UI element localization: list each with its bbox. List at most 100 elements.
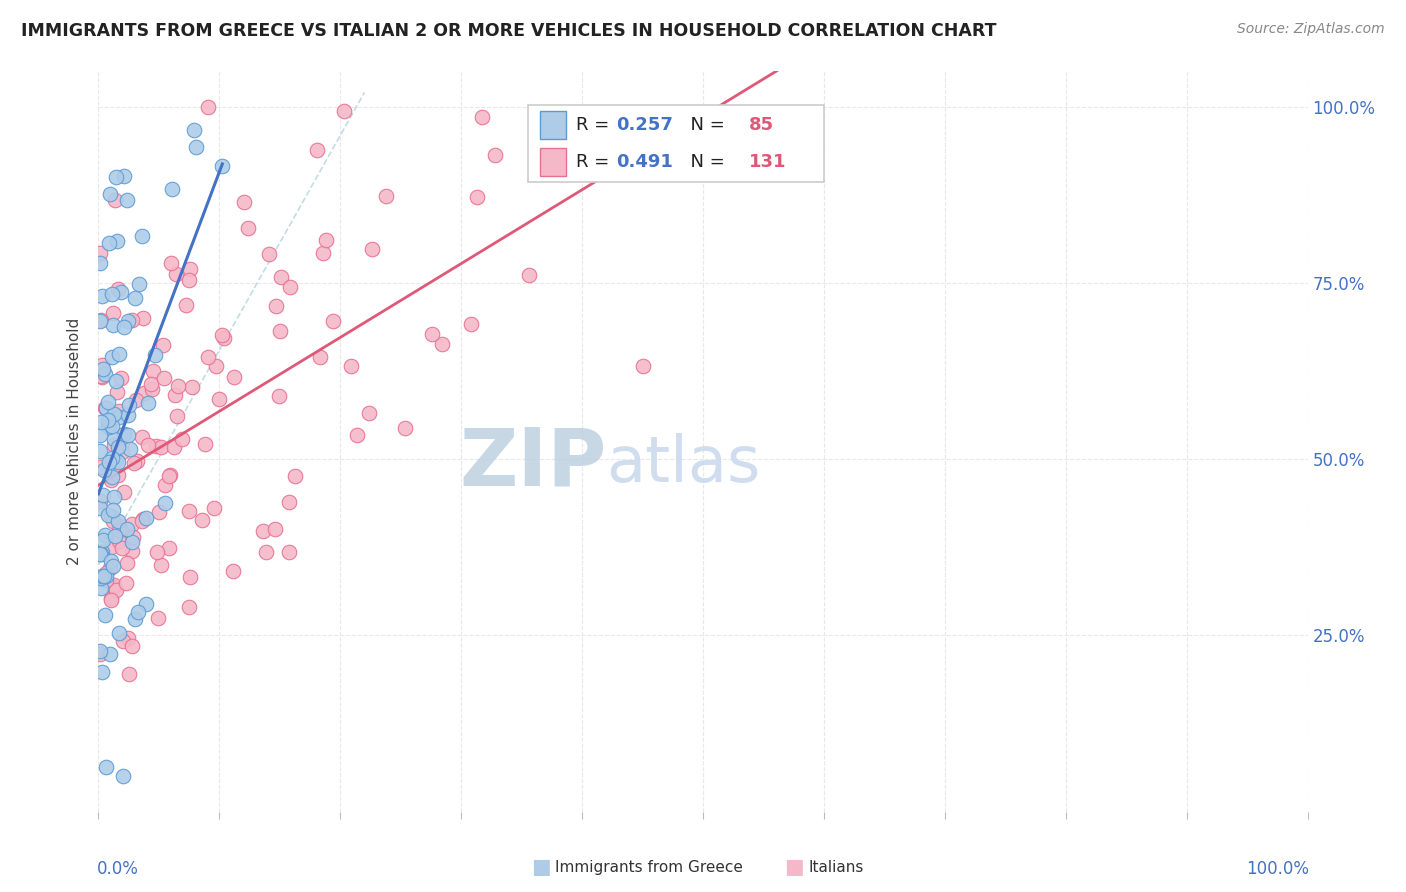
Point — [100, 473, 122, 487]
Text: IMMIGRANTS FROM GREECE VS ITALIAN 2 OR MORE VEHICLES IN HOUSEHOLD CORRELATION CH: IMMIGRANTS FROM GREECE VS ITALIAN 2 OR M… — [21, 22, 997, 40]
Point — [212, 331, 235, 345]
Point — [166, 379, 188, 393]
Point — [96, 573, 118, 587]
Point — [100, 351, 122, 365]
Point — [254, 545, 277, 559]
Point — [105, 170, 128, 185]
Point — [141, 383, 163, 397]
Point — [91, 369, 114, 384]
Point — [132, 386, 155, 401]
Point — [107, 347, 129, 361]
Text: N =: N = — [679, 153, 730, 171]
Point — [93, 488, 115, 502]
Point — [197, 100, 219, 114]
Point — [89, 256, 111, 270]
Point — [98, 187, 121, 202]
Point — [194, 437, 217, 451]
Point — [117, 631, 139, 645]
Point — [205, 359, 228, 373]
Point — [125, 392, 148, 407]
Point — [103, 432, 125, 446]
Point — [346, 427, 368, 442]
Point — [186, 139, 208, 153]
Point — [121, 639, 143, 653]
Point — [179, 272, 201, 286]
Point — [269, 389, 291, 403]
Text: ■: ■ — [785, 857, 804, 877]
Point — [108, 625, 131, 640]
Point — [208, 392, 231, 407]
Point — [98, 560, 121, 574]
Point — [110, 541, 132, 556]
Point — [91, 361, 114, 376]
Point — [97, 420, 120, 434]
Point — [131, 514, 153, 528]
Point — [222, 370, 245, 384]
Point — [333, 103, 356, 118]
Point — [100, 554, 122, 568]
Point — [257, 246, 280, 260]
Text: atlas: atlas — [606, 433, 761, 495]
Point — [97, 454, 120, 468]
Point — [100, 591, 122, 606]
Point — [100, 450, 122, 465]
Point — [252, 524, 274, 538]
Text: Source: ZipAtlas.com: Source: ZipAtlas.com — [1237, 22, 1385, 37]
Point — [322, 314, 344, 328]
Point — [460, 317, 482, 331]
Point — [104, 583, 127, 598]
Text: 131: 131 — [749, 153, 786, 171]
Text: ■: ■ — [531, 857, 551, 877]
Point — [340, 359, 363, 373]
Point — [111, 445, 134, 459]
Text: Immigrants from Greece: Immigrants from Greece — [555, 860, 744, 874]
Point — [103, 578, 125, 592]
Point — [111, 436, 134, 450]
Point — [94, 760, 117, 774]
Point — [202, 501, 225, 516]
Point — [110, 524, 132, 538]
Point — [117, 313, 139, 327]
Point — [112, 769, 135, 783]
Point — [153, 495, 176, 509]
Point — [128, 277, 150, 291]
Point — [357, 406, 380, 420]
Point — [238, 220, 260, 235]
Point — [312, 245, 335, 260]
Bar — [540, 148, 567, 177]
Point — [124, 456, 146, 470]
Point — [90, 415, 112, 429]
Point — [165, 388, 187, 402]
Point — [471, 110, 494, 124]
Point — [121, 535, 143, 549]
Point — [136, 438, 159, 452]
Point — [112, 427, 135, 442]
Point — [103, 194, 125, 208]
Point — [179, 261, 201, 276]
Point — [108, 409, 131, 424]
Point — [93, 463, 115, 477]
Point — [121, 516, 143, 531]
Point — [165, 267, 187, 281]
Point — [108, 404, 131, 418]
Point — [93, 401, 115, 416]
Point — [117, 193, 139, 207]
Point — [90, 368, 112, 383]
Point — [131, 229, 153, 244]
Point — [179, 600, 201, 615]
Point — [89, 493, 111, 508]
Point — [89, 643, 111, 657]
Text: R =: R = — [576, 117, 614, 135]
Point — [97, 395, 120, 409]
Point — [121, 544, 143, 558]
Text: 0.491: 0.491 — [616, 153, 673, 171]
Point — [107, 440, 129, 454]
Point — [277, 495, 299, 509]
Point — [89, 460, 111, 475]
Point — [394, 421, 416, 435]
Point — [115, 522, 138, 536]
Point — [115, 557, 138, 571]
Point — [90, 547, 112, 561]
Point — [132, 310, 155, 325]
Point — [269, 324, 291, 338]
